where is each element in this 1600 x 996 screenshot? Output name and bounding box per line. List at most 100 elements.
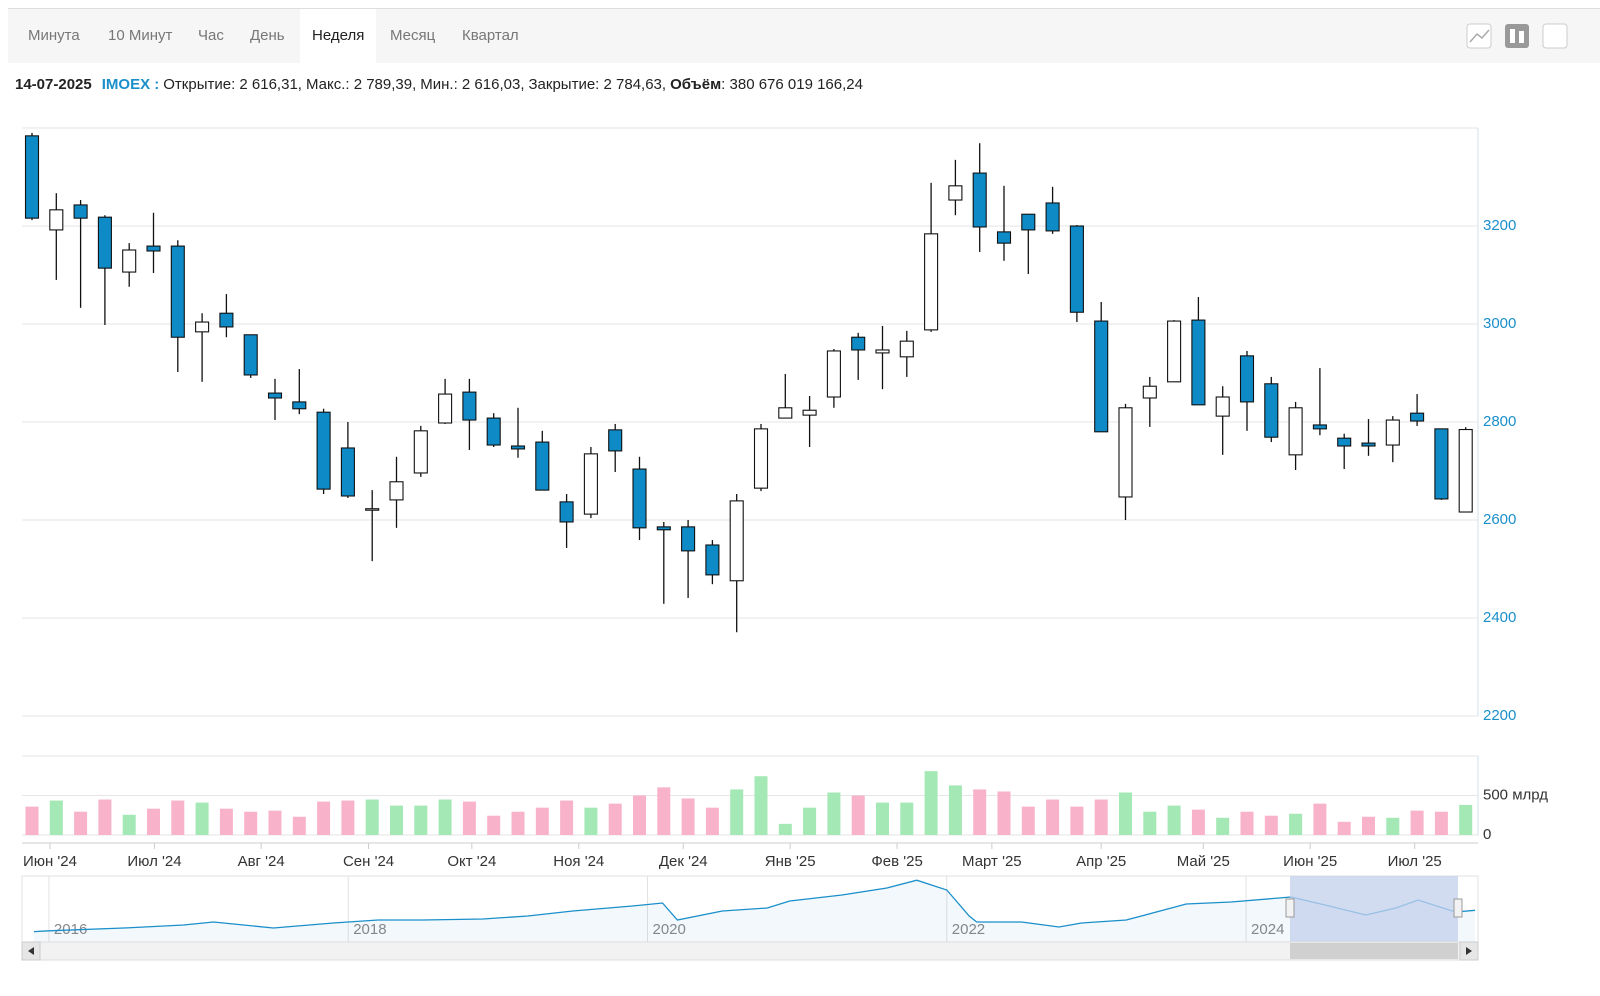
volume-bar [1459,804,1473,835]
candle-body [535,441,550,491]
tab[interactable]: Месяц [390,27,436,44]
y-tick-label: 3000 [1483,315,1516,332]
x-tick-label: Окт '24 [447,853,496,870]
candle-body [1142,385,1157,399]
volume-bar [778,823,792,835]
candle-body [583,453,598,515]
x-tick-label: Март '25 [962,853,1022,870]
candle-body [753,428,769,489]
tab[interactable]: Квартал [462,27,519,44]
candle-body [243,334,258,376]
volume-bar [1240,811,1254,835]
volume-bar [560,800,574,835]
volume-bar [365,799,379,835]
volume-bar [462,801,476,835]
volume-bar [487,815,501,835]
candle-body [389,481,404,501]
candle-body [972,172,987,228]
volume-bar [49,800,63,835]
volume-bar [924,771,938,835]
volume-value: : 380 676 019 166,24 [721,76,863,93]
candle-body [948,185,963,201]
volume-bar [1313,803,1327,835]
volume-bar [681,798,695,835]
candle-body [219,312,234,328]
info-item: Открытие: 2 616,31, [163,76,302,93]
navigator-handle[interactable] [1285,898,1295,918]
candle-body [705,544,720,576]
candle-body [97,216,112,269]
tab[interactable]: Неделя [300,9,377,63]
volume-bar [390,805,403,835]
volume-bar [973,789,987,835]
x-tick-label: Янв '25 [765,853,816,870]
volume-bar [1289,813,1303,835]
tab-bar: Минута 10 Минут Час День Неделя Месяц Квартал [8,8,1600,63]
volume-bar [1167,805,1181,835]
candle-body [462,391,477,421]
candle-icon-glyph [1510,29,1515,43]
candle-body [1434,428,1449,500]
candle-body [365,508,380,511]
candle-body [510,445,526,450]
candle-body [608,429,623,452]
volume-bar [1046,799,1060,835]
candle-icon-glyph [1519,31,1524,43]
candle-body [292,401,307,410]
x-tick-label: Сен '24 [343,853,394,870]
volume-bar [1094,799,1108,835]
tab[interactable]: 10 Минут [108,27,173,44]
candle-body [146,245,161,252]
candle-body [681,526,696,552]
volume-bar [1119,792,1132,835]
navigator-year-label: 2022 [952,921,985,938]
navigator-year-label: 2020 [652,921,685,938]
volume-bar [584,807,598,835]
info-item: Закрытие: 2 784,63, [528,76,667,93]
volume-bar [147,808,160,835]
x-tick-label: Май '25 [1177,853,1230,870]
candle-body [899,340,914,358]
candle-body [122,249,137,273]
candle-body [1312,424,1327,430]
candle-body [170,245,185,338]
candle-body [195,321,210,333]
candle-body [1167,320,1182,383]
scroll-left-arrow [28,947,34,955]
candle-icon[interactable] [1505,24,1529,48]
candle-body [996,231,1012,244]
volume-bar [1386,817,1400,835]
line-icon-glyph [1469,29,1490,43]
candle-body [413,430,428,474]
volume-bar [25,806,39,835]
volume-bar [1410,810,1424,835]
volume-bar [535,807,549,835]
ohlc-icon[interactable] [1542,23,1568,49]
tab[interactable]: День [250,27,285,44]
scrollbar-thumb[interactable] [1290,943,1458,959]
candle-body [1094,320,1109,433]
info-line: 14-07-2025 IMOEX : Открытие: 2 616,31, Макс… [15,76,863,93]
candle-body [1045,202,1060,232]
y-tick-label: 3200 [1483,217,1516,234]
candle-body [340,447,355,497]
candle-body [49,209,64,231]
volume-bar [948,785,962,835]
navigator-area [33,880,1476,942]
volume-label: Объём [670,76,722,93]
navigator-selection[interactable] [1290,876,1458,942]
volume-bar [438,799,452,835]
candle-body [486,417,501,446]
navigator-year-label: 2018 [353,921,386,938]
info-date: 14-07-2025 [15,76,92,93]
y-tick-label: 2600 [1483,511,1516,528]
tab[interactable]: Минута [28,27,80,44]
candle-body [875,349,890,354]
tab[interactable]: Час [198,27,224,44]
candle-body [1361,442,1376,447]
navigator-handle[interactable] [1453,898,1463,918]
x-tick-label: Дек '24 [659,853,708,870]
info-ticker: IMOEX : [101,76,160,93]
